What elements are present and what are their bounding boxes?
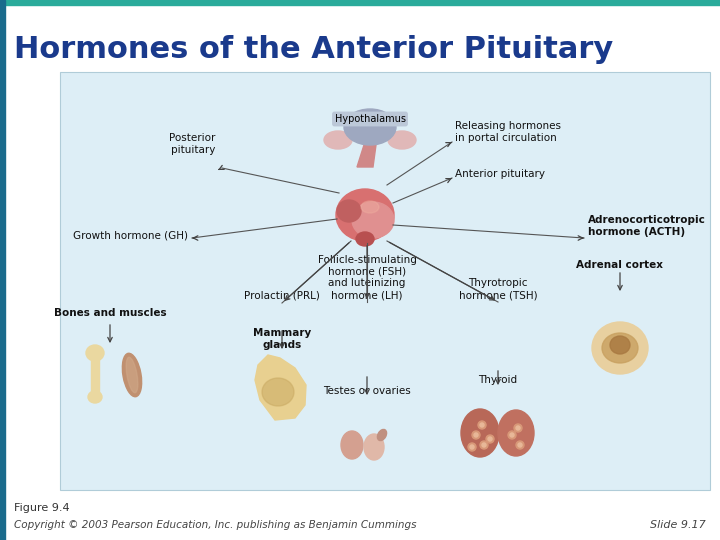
Text: Growth hormone (GH): Growth hormone (GH) xyxy=(73,231,188,241)
Text: Follicle-stimulating
hormone (FSH)
and luteinizing
hormone (LH): Follicle-stimulating hormone (FSH) and l… xyxy=(318,255,416,300)
Ellipse shape xyxy=(356,232,374,246)
Text: Anterior pituitary: Anterior pituitary xyxy=(455,169,545,179)
Ellipse shape xyxy=(377,429,387,441)
Ellipse shape xyxy=(470,445,474,449)
Polygon shape xyxy=(357,145,376,167)
Bar xyxy=(60,72,710,490)
Ellipse shape xyxy=(341,431,363,459)
Ellipse shape xyxy=(468,443,476,451)
Text: Posterior
pituitary: Posterior pituitary xyxy=(168,133,215,155)
Ellipse shape xyxy=(602,333,638,363)
Ellipse shape xyxy=(122,353,142,397)
Text: Testes or ovaries: Testes or ovaries xyxy=(323,386,411,396)
Ellipse shape xyxy=(508,431,516,439)
Text: Hormones of the Anterior Pituitary: Hormones of the Anterior Pituitary xyxy=(14,36,613,64)
Text: Mammary
glands: Mammary glands xyxy=(253,328,311,350)
Ellipse shape xyxy=(344,109,396,145)
Ellipse shape xyxy=(352,202,394,238)
Text: Adrenocorticotropic
hormone (ACTH): Adrenocorticotropic hormone (ACTH) xyxy=(588,215,706,237)
Ellipse shape xyxy=(610,336,630,354)
Text: Releasing hormones
in portal circulation: Releasing hormones in portal circulation xyxy=(455,121,561,143)
Ellipse shape xyxy=(514,424,522,432)
Text: Prolactin (PRL): Prolactin (PRL) xyxy=(244,290,320,300)
Ellipse shape xyxy=(480,441,488,449)
Ellipse shape xyxy=(516,441,524,449)
Text: Slide 9.17: Slide 9.17 xyxy=(650,520,706,530)
Bar xyxy=(0,0,720,5)
Ellipse shape xyxy=(336,189,394,241)
Ellipse shape xyxy=(474,433,478,437)
Ellipse shape xyxy=(478,421,486,429)
Ellipse shape xyxy=(262,378,294,406)
Ellipse shape xyxy=(592,322,648,374)
Ellipse shape xyxy=(498,410,534,456)
Text: Copyright © 2003 Pearson Education, Inc. publishing as Benjamin Cummings: Copyright © 2003 Pearson Education, Inc.… xyxy=(14,520,416,530)
Ellipse shape xyxy=(364,434,384,460)
Text: Bones and muscles: Bones and muscles xyxy=(54,308,166,318)
Polygon shape xyxy=(255,355,306,420)
Ellipse shape xyxy=(482,443,486,447)
Ellipse shape xyxy=(480,423,484,427)
Text: Thyroid: Thyroid xyxy=(478,375,518,385)
Ellipse shape xyxy=(510,433,514,437)
Ellipse shape xyxy=(361,201,379,213)
Ellipse shape xyxy=(516,426,520,430)
Text: Figure 9.4: Figure 9.4 xyxy=(14,503,70,513)
Ellipse shape xyxy=(518,443,522,447)
Ellipse shape xyxy=(126,357,138,393)
Text: Adrenal cortex: Adrenal cortex xyxy=(577,260,664,270)
Ellipse shape xyxy=(472,431,480,439)
Ellipse shape xyxy=(337,200,361,222)
Ellipse shape xyxy=(324,131,352,149)
Ellipse shape xyxy=(88,391,102,403)
Ellipse shape xyxy=(488,437,492,441)
Bar xyxy=(0,0,5,540)
Ellipse shape xyxy=(86,345,104,361)
Bar xyxy=(91,353,99,397)
Ellipse shape xyxy=(461,409,499,457)
Ellipse shape xyxy=(486,435,494,443)
Text: Hypothalamus: Hypothalamus xyxy=(335,114,405,124)
Text: Thyrotropic
hormone (TSH): Thyrotropic hormone (TSH) xyxy=(459,279,537,300)
Ellipse shape xyxy=(388,131,416,149)
